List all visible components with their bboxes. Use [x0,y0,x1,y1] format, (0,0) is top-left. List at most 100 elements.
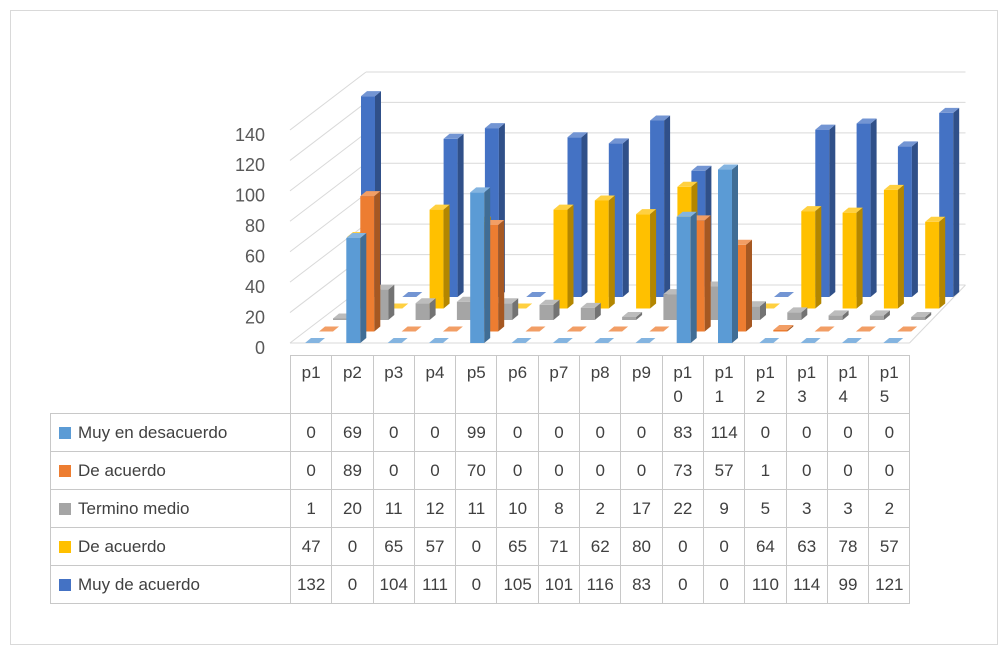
value-cell: 116 [579,565,622,604]
bar-side [746,239,752,332]
bar-front [801,211,816,309]
bar-front [787,312,802,320]
value-cell: 0 [496,413,539,452]
bar-top [442,326,463,332]
value-cell: 0 [537,451,581,490]
bar-top [815,124,836,130]
chart-frame [10,10,998,645]
bar [801,206,822,309]
bar-front [828,315,843,320]
bar-top [841,338,862,343]
category-cell: p14 [826,355,870,414]
value-cell: 114 [785,565,828,604]
bar-top [855,326,876,332]
x-tick-label: p3 [384,363,404,382]
bar-side [636,311,643,320]
value-cell: 0 [785,451,828,490]
value-cell: 0 [826,413,870,452]
grid-line [289,71,367,131]
bar [883,184,904,309]
value-cell: 121 [868,565,911,604]
value-cell: 0 [744,413,787,452]
bar [855,326,876,332]
value-cell: 78 [826,527,870,566]
bar-front [663,294,678,320]
y-tick-label: 40 [245,277,265,297]
legend-label: Termino medio [78,498,190,518]
header-row: p1 p2 p3 p4 p5 p6 p7 p8 p9 p10 p11 p12 p13 p14 p15 [51,355,911,414]
y-tick-label: 20 [245,307,265,327]
bar-front [842,212,857,309]
value-cell: 3 [826,489,870,528]
bar-top [939,107,960,113]
legend-key [59,540,71,553]
bar-side [650,209,657,309]
x-tick-label: p15 [879,363,899,406]
bar [635,338,656,343]
value-cell: 70 [455,451,498,490]
bar-top [828,310,849,316]
legend-cell: Muy de acuerdo [50,565,291,604]
value-cell: 0 [620,451,663,490]
bar-top [649,326,670,332]
bar [429,204,450,309]
bar-front [415,303,430,320]
legend-key [59,426,71,439]
legend-cell: Termino medio [50,489,291,528]
series-row: De acuerdo 0 89 0 0 70 0 0 0 0 73 57 1 0 0 0 [50,451,911,490]
value-cell: 132 [289,565,333,604]
bar-side [622,138,629,297]
legend-cell: Muy en desacuerdo [50,413,291,452]
bar [401,326,422,332]
bar-side [581,132,588,297]
bar-top [773,324,794,330]
value-cell: 9 [702,489,746,528]
bar [883,338,904,343]
value-cell: 0 [496,451,539,490]
bar [718,164,738,343]
category-cell: p9 [620,355,663,414]
bar-side [553,299,560,320]
bar-side [856,207,863,309]
bar-front [333,318,347,320]
value-cell: 0 [537,413,581,452]
bar-side [429,298,436,320]
value-cell: 57 [702,451,746,490]
legend-key [59,502,71,515]
value-cell: 3 [785,489,828,528]
bar-front [553,209,568,309]
bar-top [428,338,449,343]
value-cell: 62 [579,527,622,566]
value-cell: 105 [496,565,539,604]
value-cell: 65 [496,527,539,566]
bar [649,326,670,332]
bar-top [869,310,890,316]
bar-top [635,338,656,343]
bar-top [676,211,697,217]
value-cell: 47 [289,527,333,566]
category-cell: p5 [455,355,498,414]
y-tick-label: 80 [245,216,265,236]
bar-top [361,91,381,97]
value-cell: 57 [413,527,457,566]
value-cell: 99 [826,565,870,604]
category-cell: p13 [785,355,828,414]
bar-front [622,316,637,320]
y-tick-label: 120 [235,155,265,175]
bar-front [456,301,471,320]
value-cell: 63 [785,527,828,566]
value-cell: 0 [413,451,457,490]
bar [470,187,491,343]
grid-line [289,193,367,253]
value-cell: 0 [661,565,704,604]
bar-top [594,338,615,343]
value-cell: 64 [744,527,787,566]
bar-side [801,307,808,320]
bar-front [869,315,884,320]
bar [828,310,849,320]
value-cell: 73 [661,451,704,490]
category-cell: p11 [702,355,746,414]
bar-top [443,133,464,139]
legend-cell: De acuerdo [50,527,291,566]
bar-top [608,326,629,332]
